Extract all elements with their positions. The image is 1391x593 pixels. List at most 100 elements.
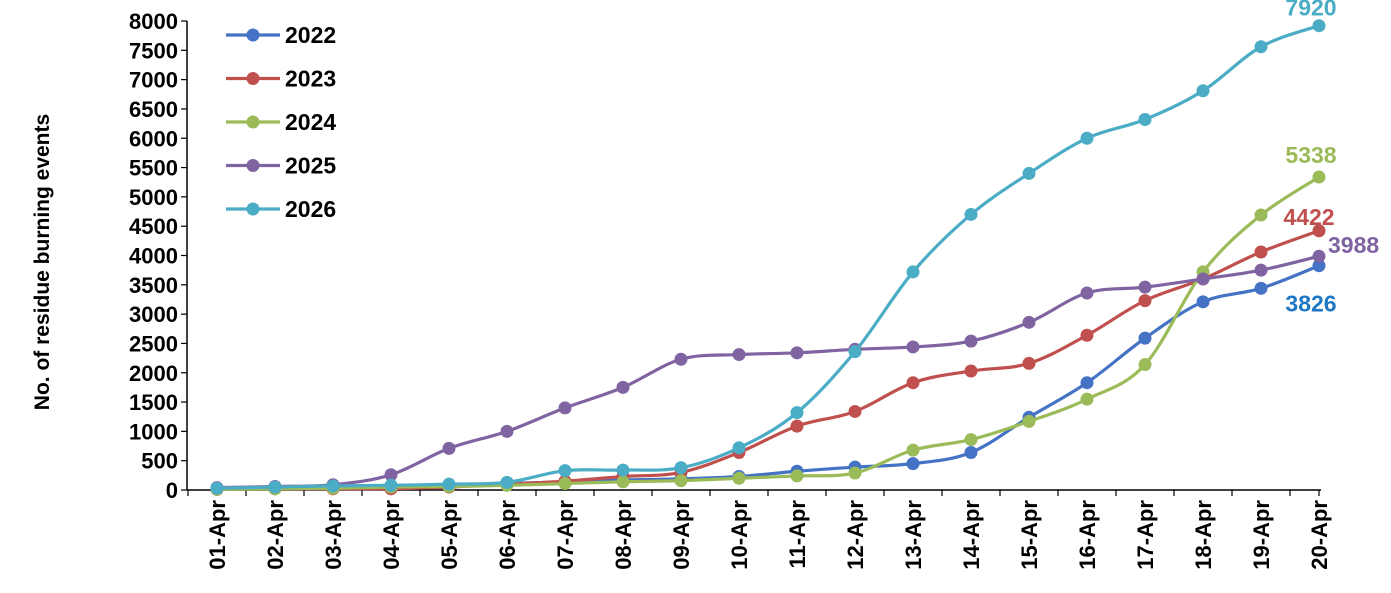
data-point bbox=[1138, 112, 1152, 126]
data-point bbox=[1080, 392, 1094, 406]
legend-item-2026: 2026 bbox=[226, 196, 336, 222]
data-point bbox=[1080, 376, 1094, 390]
data-point bbox=[384, 478, 398, 492]
data-point bbox=[848, 345, 862, 359]
x-tick-label: 14-Apr bbox=[959, 500, 984, 570]
data-point bbox=[790, 469, 804, 483]
data-point bbox=[1254, 40, 1268, 54]
series-line-2022 bbox=[216, 264, 1320, 490]
x-tick-label: 20-Apr bbox=[1307, 500, 1332, 570]
data-point bbox=[500, 475, 514, 489]
data-point bbox=[1196, 84, 1210, 98]
x-tick-label: 08-Apr bbox=[611, 500, 636, 570]
data-point bbox=[616, 380, 630, 394]
y-tick-label: 7000 bbox=[129, 68, 178, 93]
data-point bbox=[732, 441, 746, 455]
legend-item-2024: 2024 bbox=[226, 109, 336, 135]
x-tick-label: 15-Apr bbox=[1017, 500, 1042, 570]
series-group bbox=[210, 19, 1326, 496]
legend-item-2022: 2022 bbox=[226, 22, 336, 48]
x-tick-label: 19-Apr bbox=[1249, 500, 1274, 570]
data-point bbox=[442, 441, 456, 455]
data-point bbox=[558, 401, 572, 415]
data-point bbox=[1138, 280, 1152, 294]
x-tick-label: 01-Apr bbox=[205, 500, 230, 570]
y-tick-label: 500 bbox=[141, 449, 178, 474]
x-tick-label: 06-Apr bbox=[495, 500, 520, 570]
series-2024 bbox=[210, 170, 1326, 496]
series-line-2025 bbox=[216, 254, 1320, 490]
series-2025 bbox=[210, 249, 1326, 495]
data-point bbox=[964, 364, 978, 378]
data-point bbox=[326, 479, 340, 493]
x-tick-label: 10-Apr bbox=[727, 500, 752, 570]
x-tick-label: 12-Apr bbox=[843, 500, 868, 570]
data-point bbox=[1312, 259, 1326, 273]
y-tick-label: 7500 bbox=[129, 38, 178, 63]
data-point bbox=[906, 265, 920, 279]
data-point bbox=[674, 461, 688, 475]
x-tick-label: 18-Apr bbox=[1191, 500, 1216, 570]
data-label-2024: 5338 bbox=[1285, 142, 1336, 168]
data-point bbox=[906, 340, 920, 354]
data-point bbox=[1080, 131, 1094, 145]
data-point bbox=[442, 477, 456, 491]
data-label-2022: 3826 bbox=[1285, 291, 1336, 317]
data-point bbox=[790, 419, 804, 433]
data-point bbox=[384, 468, 398, 482]
data-point bbox=[1312, 170, 1326, 184]
y-tick-label: 5000 bbox=[129, 185, 178, 210]
data-point bbox=[558, 477, 572, 491]
data-point bbox=[1080, 328, 1094, 342]
legend-swatch-marker bbox=[246, 115, 260, 129]
x-tick-label: 05-Apr bbox=[437, 500, 462, 570]
x-axis-ticks: 01-Apr 02-Apr 03-Apr 04-Apr 05-Apr 06-Apr 07-A… bbox=[187, 490, 1332, 570]
x-tick-label: 03-Apr bbox=[321, 500, 346, 570]
legend: 2022 2023 2024 2025 2026 bbox=[226, 22, 336, 222]
data-point bbox=[732, 348, 746, 362]
data-point bbox=[964, 334, 978, 348]
legend-label: 2022 bbox=[285, 22, 336, 48]
data-label-2025: 3988 bbox=[1328, 232, 1379, 258]
data-point bbox=[674, 352, 688, 366]
series-line-2023 bbox=[216, 229, 1320, 492]
series-line-2026 bbox=[216, 24, 1320, 490]
data-point bbox=[210, 481, 224, 495]
y-axis-label: No. of residue burning events bbox=[31, 114, 54, 410]
x-tick-label: 04-Apr bbox=[379, 500, 404, 570]
x-tick-label: 11-Apr bbox=[785, 500, 810, 569]
y-tick-label: 1500 bbox=[129, 390, 178, 415]
data-point bbox=[1022, 315, 1036, 329]
data-point bbox=[848, 466, 862, 480]
data-point bbox=[906, 457, 920, 471]
data-point bbox=[1138, 358, 1152, 372]
data-point bbox=[1312, 224, 1326, 238]
data-point bbox=[848, 404, 862, 418]
y-tick-label: 1000 bbox=[129, 419, 178, 444]
data-point bbox=[1254, 263, 1268, 277]
legend-label: 2024 bbox=[285, 109, 336, 135]
data-point bbox=[1022, 356, 1036, 370]
x-tick-label: 02-Apr bbox=[263, 500, 288, 570]
series-2026 bbox=[210, 19, 1326, 495]
y-axis-ticks: 0 500 1000 1500 2000 2500 3000 3500 4000 4500 5000… bbox=[129, 9, 187, 503]
data-point bbox=[790, 406, 804, 420]
data-point bbox=[1196, 295, 1210, 309]
y-tick-label: 4000 bbox=[129, 244, 178, 269]
data-point bbox=[1022, 414, 1036, 428]
data-point bbox=[558, 464, 572, 478]
data-point bbox=[1138, 331, 1152, 345]
y-tick-label: 4500 bbox=[129, 214, 178, 239]
data-point bbox=[1312, 249, 1326, 263]
x-tick-label: 16-Apr bbox=[1075, 500, 1100, 570]
x-tick-label: 07-Apr bbox=[553, 500, 578, 570]
y-tick-label: 0 bbox=[166, 478, 178, 503]
data-point bbox=[1312, 19, 1326, 33]
y-tick-label: 2500 bbox=[129, 331, 178, 356]
legend-item-2023: 2023 bbox=[226, 66, 336, 92]
data-point bbox=[732, 471, 746, 485]
data-point bbox=[1254, 208, 1268, 222]
end-labels: 3826 4422 5338 3988 7920 bbox=[1283, 0, 1379, 317]
y-tick-label: 6500 bbox=[129, 97, 178, 122]
data-point bbox=[268, 480, 282, 494]
